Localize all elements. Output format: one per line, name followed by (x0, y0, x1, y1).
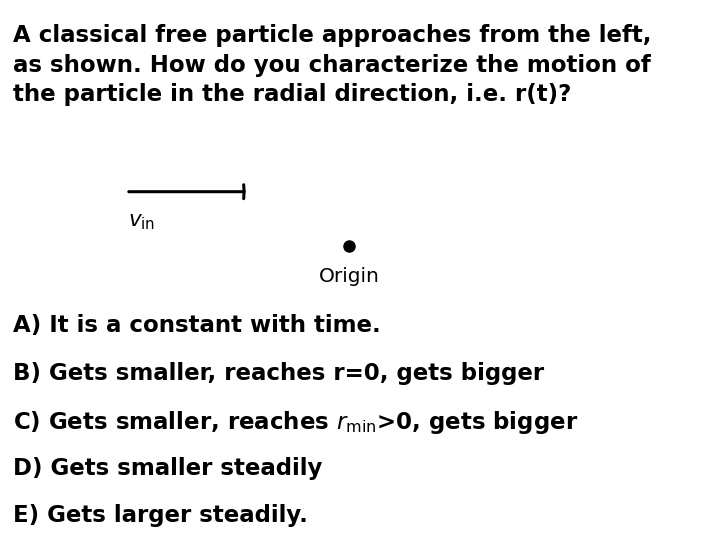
Text: Origin: Origin (319, 267, 379, 286)
Text: A) It is a constant with time.: A) It is a constant with time. (13, 314, 381, 338)
Text: B) Gets smaller, reaches r=0, gets bigger: B) Gets smaller, reaches r=0, gets bigge… (13, 362, 544, 385)
Text: A classical free particle approaches from the left,
as shown. How do you charact: A classical free particle approaches fro… (13, 24, 652, 106)
Text: C) Gets smaller, reaches $r_{\rm min}$>0, gets bigger: C) Gets smaller, reaches $r_{\rm min}$>0… (13, 409, 578, 436)
Text: $v_{\rm in}$: $v_{\rm in}$ (128, 212, 156, 232)
Text: D) Gets smaller steadily: D) Gets smaller steadily (13, 457, 323, 480)
Text: E) Gets larger steadily.: E) Gets larger steadily. (13, 504, 308, 528)
